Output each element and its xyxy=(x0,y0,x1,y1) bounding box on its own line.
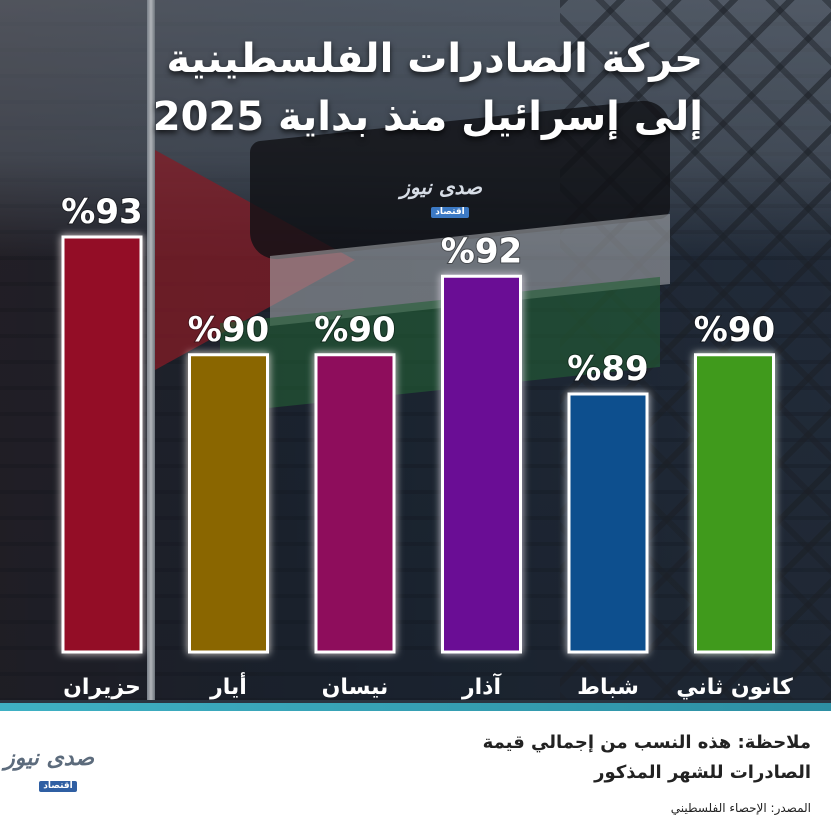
category-label-6: كانون ثاني xyxy=(676,675,793,700)
value-label-1: %93 xyxy=(61,192,142,232)
category-label-5: شباط xyxy=(577,675,639,700)
value-label-2: %90 xyxy=(188,310,269,350)
category-label-2: أيار xyxy=(209,671,247,700)
bar-5 xyxy=(567,392,649,654)
footer-panel xyxy=(0,711,831,831)
note-line-1: ملاحظة: هذه النسب من إجمالي قيمة xyxy=(482,732,811,753)
title-line-1: حركة الصادرات الفلسطينية xyxy=(166,36,703,82)
source-text: المصدر: الإحصاء الفلسطيني xyxy=(670,801,811,815)
value-label-6: %90 xyxy=(694,310,775,350)
flag-pole xyxy=(147,0,155,700)
category-label-1: حزيران xyxy=(63,675,141,700)
watermark-logo: صدى نيوز اقتصاد xyxy=(400,175,482,225)
value-label-3: %90 xyxy=(314,310,395,350)
title-line-2: إلى إسرائيل منذ بداية 2025 xyxy=(152,94,703,140)
bar-3 xyxy=(314,353,396,654)
category-label-4: آذار xyxy=(461,672,501,700)
footer-logo-text: صدى نيوز xyxy=(4,746,94,771)
bar-1 xyxy=(61,235,143,654)
accent-divider xyxy=(0,703,831,711)
category-label-3: نيسان xyxy=(322,675,389,700)
bar-4 xyxy=(441,274,522,654)
watermark-logo-text: صدى نيوز xyxy=(400,175,482,199)
value-label-4: %92 xyxy=(441,231,522,271)
note-line-2: الصادرات للشهر المذكور xyxy=(594,762,811,783)
page-title: حركة الصادرات الفلسطينية إلى إسرائيل منذ… xyxy=(103,30,703,146)
footer-note: ملاحظة: هذه النسب من إجمالي قيمة الصادرا… xyxy=(171,728,811,788)
footer-logo-sub: اقتصاد xyxy=(39,781,77,792)
bar-6 xyxy=(694,353,775,654)
bar-chart: %93 حزيران %90 أيار %90 نيسان %92 آذار %89 شباط %9… xyxy=(60,191,793,700)
watermark-logo-sub: اقتصاد xyxy=(431,207,469,218)
value-label-5: %89 xyxy=(567,349,648,389)
footer-logo: صدى نيوز اقتصاد xyxy=(4,745,94,805)
bar-2 xyxy=(188,353,269,654)
